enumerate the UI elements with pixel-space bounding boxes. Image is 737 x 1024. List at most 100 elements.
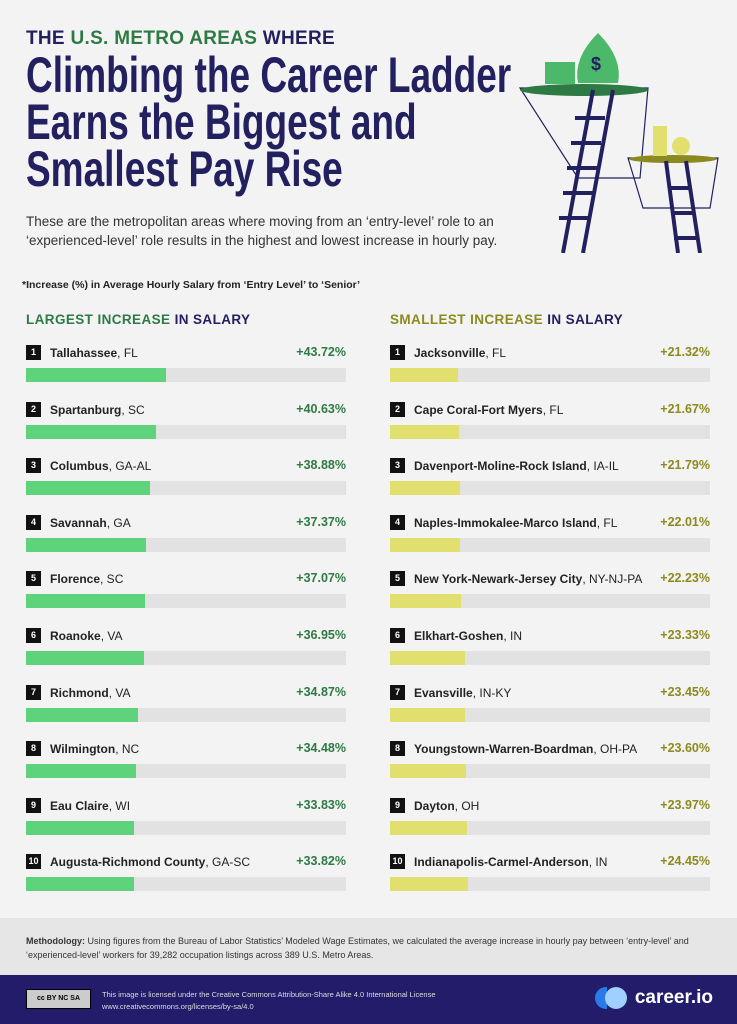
state: , IN <box>588 855 608 870</box>
bar-track <box>26 537 346 552</box>
bar-row: 10 Augusta-Richmond County, GA-SC +33.82… <box>26 854 346 911</box>
value-label: +21.32% <box>660 345 710 359</box>
metro-name: Cape Coral-Fort Myers, FL <box>414 403 563 417</box>
city: Augusta-Richmond County <box>50 855 206 870</box>
value-label: +37.07% <box>296 571 346 586</box>
heading-a: SMALLEST INCREASE <box>390 312 544 327</box>
bar-track <box>390 537 710 552</box>
value-label: +38.88% <box>296 458 346 473</box>
subtitle: These are the metropolitan areas where m… <box>26 214 498 248</box>
heading-b: IN SALARY <box>543 312 624 327</box>
state: , OH <box>454 798 480 813</box>
kicker-c: WHERE <box>257 28 336 49</box>
metro-name: Florence, SC <box>50 572 123 586</box>
bar <box>390 368 459 382</box>
rank-badge: 7 <box>390 684 405 700</box>
state: , GA <box>106 515 131 530</box>
state: , IN-KY <box>472 685 512 700</box>
bar-track <box>26 424 346 439</box>
bar <box>390 877 469 892</box>
metro-name: Elkhart-Goshen, IN <box>414 629 522 643</box>
svg-text:$: $ <box>591 54 601 74</box>
rank-badge: 6 <box>390 627 405 643</box>
bar-track <box>390 594 710 609</box>
rank-badge: 1 <box>26 345 41 360</box>
metro-name: Richmond, VA <box>50 686 130 700</box>
title-line: Climbing the Career Ladder <box>26 47 512 103</box>
bar-track <box>26 368 346 382</box>
title-line: Smallest Pay Rise <box>26 141 343 197</box>
bar-row: 9 Eau Claire, WI +33.83% <box>26 797 346 855</box>
city: Spartanburg <box>50 402 122 417</box>
bar-track <box>390 650 710 665</box>
bar-track <box>390 820 710 835</box>
bar <box>390 764 466 779</box>
bar-row: 1 Jacksonville, FL +21.32% <box>390 345 710 402</box>
value-label: +22.23% <box>660 571 710 586</box>
metro-name: Columbus, GA-AL <box>50 459 151 473</box>
city: Eau Claire <box>50 798 109 813</box>
rank-badge: 4 <box>390 514 405 530</box>
state: , FL <box>596 515 618 530</box>
bar-track <box>390 481 710 496</box>
kicker: THE U.S. METRO AREAS WHERE <box>26 28 335 50</box>
value-label: +23.45% <box>660 684 710 699</box>
bar-row: 8 Youngstown-Warren-Boardman, OH-PA +23.… <box>390 741 710 798</box>
bar-track <box>390 877 710 892</box>
bar-row: 2 Spartanburg, SC +40.63% <box>26 401 346 459</box>
rank-badge: 2 <box>390 401 405 417</box>
bar-track <box>26 877 346 892</box>
value-label: +37.37% <box>296 514 346 529</box>
bar <box>26 877 135 892</box>
license: This image is licensed under the Creativ… <box>102 989 436 1013</box>
bar-row: 3 Columbus, GA-AL +38.88% <box>26 458 346 515</box>
city: Dayton <box>414 798 455 813</box>
city: Columbus <box>50 459 109 474</box>
rank-badge: 8 <box>390 741 405 757</box>
value-label: +24.45% <box>660 854 710 869</box>
bar <box>390 707 466 722</box>
bar-track <box>26 764 346 779</box>
bar <box>390 820 467 835</box>
value-label: +36.95% <box>296 627 346 642</box>
bar <box>26 764 137 779</box>
methodology-text: Using figures from the Bureau of Labor S… <box>26 936 689 960</box>
value-label: +22.01% <box>660 514 710 529</box>
kicker-a: THE <box>26 28 71 49</box>
state: , FL <box>117 346 138 360</box>
brand-logo[interactable]: career.io <box>594 987 713 1009</box>
license-text: This image is licensed under the Creativ… <box>102 990 436 999</box>
state: , NY-NJ-PA <box>582 572 643 587</box>
smallest-heading: SMALLEST INCREASE IN SALARY <box>390 312 623 327</box>
city: Wilmington <box>50 742 116 757</box>
bar-row: 6 Elkhart-Goshen, IN +23.33% <box>390 627 710 685</box>
value-label: +23.97% <box>660 797 710 812</box>
rank-badge: 9 <box>390 797 405 813</box>
kicker-b: U.S. METRO AREAS <box>70 28 258 49</box>
city: Tallahassee <box>50 346 118 360</box>
rank-badge: 8 <box>26 741 41 757</box>
metro-name: New York-Newark-Jersey City, NY-NJ-PA <box>414 572 642 586</box>
state: , WI <box>108 798 131 813</box>
logo-icon <box>604 987 627 1009</box>
value-label: +33.82% <box>296 854 346 869</box>
metro-name: Wilmington, NC <box>50 742 139 756</box>
city: Cape Coral-Fort Myers <box>414 402 543 417</box>
bar <box>26 537 146 552</box>
bar <box>26 594 145 609</box>
metro-name: Dayton, OH <box>414 799 479 813</box>
city: Davenport-Moline-Rock Island <box>414 459 587 474</box>
rank-badge: 1 <box>390 345 405 360</box>
city: Savannah <box>50 515 107 530</box>
metro-name: Evansville, IN-KY <box>414 686 511 700</box>
city: Evansville <box>414 685 473 700</box>
rank-badge: 7 <box>26 684 41 700</box>
bar-row: 2 Cape Coral-Fort Myers, FL +21.67% <box>390 401 710 459</box>
heading-a: LARGEST INCREASE <box>26 312 171 327</box>
heading-b: IN SALARY <box>170 312 251 327</box>
bar-track <box>390 368 710 382</box>
rank-badge: 9 <box>26 797 41 813</box>
bar-row: 6 Roanoke, VA +36.95% <box>26 627 346 685</box>
license-url[interactable]: www.creativecommons.org/licenses/by-sa/4… <box>102 1002 254 1011</box>
bar-track <box>26 481 346 496</box>
